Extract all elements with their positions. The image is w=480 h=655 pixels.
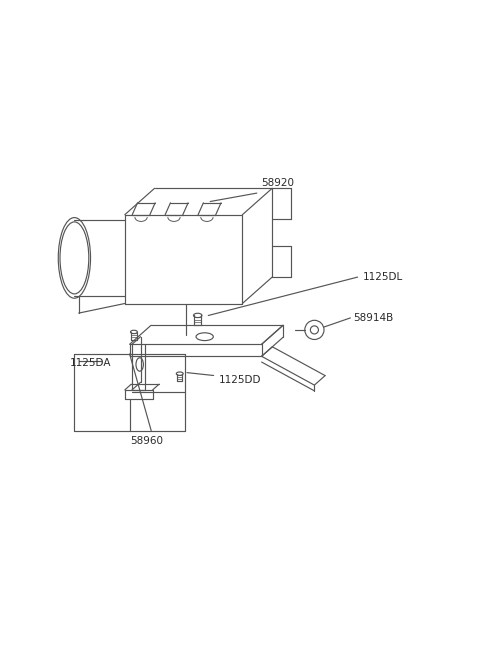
- Text: 58920: 58920: [262, 178, 295, 188]
- Text: 1125DA: 1125DA: [70, 358, 111, 369]
- Text: 58960: 58960: [130, 436, 163, 447]
- Text: 1125DD: 1125DD: [218, 375, 261, 385]
- Text: 1125DL: 1125DL: [362, 272, 403, 282]
- Text: 58914B: 58914B: [353, 313, 393, 323]
